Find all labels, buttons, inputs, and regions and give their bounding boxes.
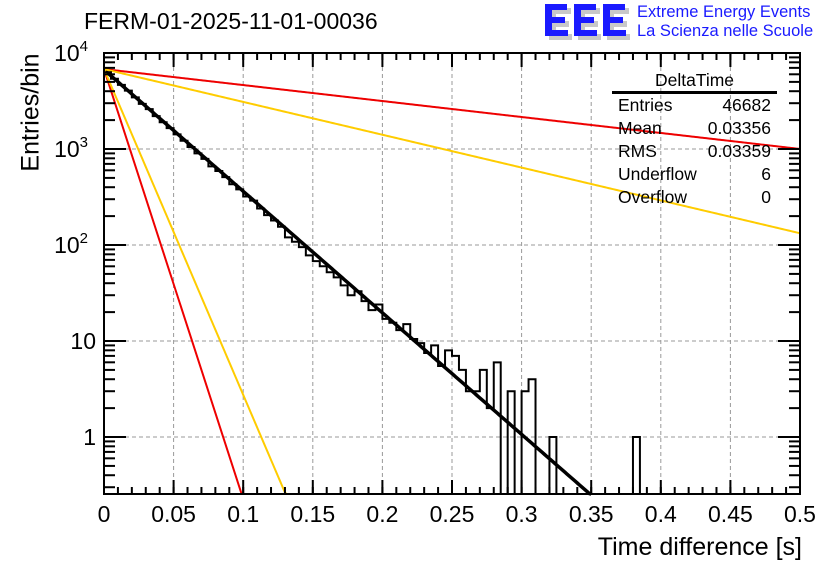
stats-value: 0.03359 <box>707 141 771 161</box>
curve-yellow-steep <box>103 68 288 495</box>
stats-value: 0.03356 <box>707 118 771 138</box>
x-tick-label: 0.3 <box>506 501 538 527</box>
logo-line1: Extreme Energy Events <box>637 3 811 21</box>
stats-label: Underflow <box>618 164 697 184</box>
stats-label: Mean <box>618 118 662 138</box>
stats-row-underflow: Underflow 6 <box>612 163 777 186</box>
x-tick-label: 0.2 <box>366 501 398 527</box>
stats-label: RMS <box>618 141 657 161</box>
x-tick-label: 0.25 <box>430 501 475 527</box>
logo-text: Extreme Energy Events La Scienza nelle S… <box>637 3 813 41</box>
stats-value: 46682 <box>722 95 771 115</box>
stats-row-entries: Entries 46682 <box>612 94 777 117</box>
y-tick-label: 102 <box>54 230 88 258</box>
y-tick-label: 104 <box>54 38 88 66</box>
stats-value: 0 <box>761 187 771 207</box>
stats-row-overflow: Overflow 0 <box>612 186 777 209</box>
y-tick-label: 10 <box>70 328 96 354</box>
curve-red-shallow <box>103 68 801 150</box>
stats-box: DeltaTime Entries 46682 Mean 0.03356 RMS 0.… <box>612 70 777 209</box>
y-tick-label: 103 <box>54 134 88 162</box>
stats-label: Entries <box>618 95 673 115</box>
stats-row-mean: Mean 0.03356 <box>612 117 777 140</box>
x-tick-label: 0.05 <box>151 501 196 527</box>
x-tick-label: 0.1 <box>227 501 259 527</box>
x-tick-label: 0.45 <box>708 501 753 527</box>
plot-frame <box>103 52 801 495</box>
curve-yellow-shallow <box>103 68 801 235</box>
stats-row-rms: RMS 0.03359 <box>612 140 777 163</box>
x-tick-label: 0 <box>98 501 111 527</box>
x-axis-label: Time difference [s] <box>597 533 802 561</box>
y-tick-label: 1 <box>83 424 96 450</box>
plot-title: FERM-01-2025-11-01-00036 <box>84 8 378 34</box>
stats-title: DeltaTime <box>612 70 777 94</box>
stats-label: Overflow <box>618 187 688 207</box>
curve-red-steep <box>103 68 244 495</box>
tick-labels: 0 0.05 0.1 0.15 0.2 0.25 0.3 0.35 0.4 0.45 0.5 1 10 1… <box>54 38 816 527</box>
logo-line2: La Scienza nelle Scuole <box>637 22 814 40</box>
x-tick-label: 0.35 <box>569 501 614 527</box>
x-tick-label: 0.15 <box>290 501 335 527</box>
eee-logo-icon <box>545 4 630 40</box>
y-axis-label: Entries/bin <box>16 53 45 172</box>
axes-frame <box>103 52 801 495</box>
curve-fit <box>102 68 592 496</box>
x-tick-label: 0.4 <box>645 501 677 527</box>
x-tick-label: 0.5 <box>784 501 816 527</box>
stats-value: 6 <box>761 164 771 184</box>
